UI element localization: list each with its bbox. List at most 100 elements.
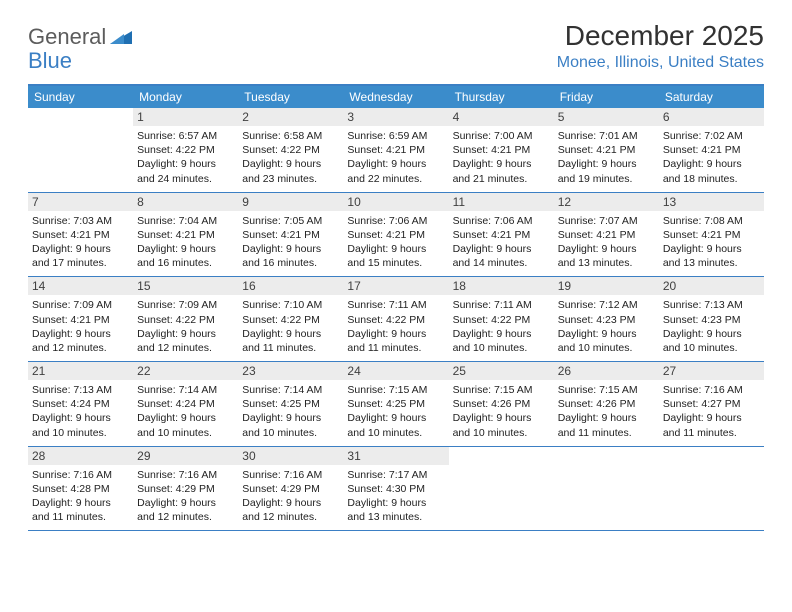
daylight-text: Daylight: 9 hours: [242, 327, 339, 341]
sunrise-text: Sunrise: 7:12 AM: [558, 298, 655, 312]
day-number: 23: [238, 362, 343, 380]
sunset-text: Sunset: 4:25 PM: [242, 397, 339, 411]
daylight-text: Daylight: 9 hours: [663, 327, 760, 341]
day-number: 10: [343, 193, 448, 211]
sunset-text: Sunset: 4:21 PM: [242, 228, 339, 242]
day-number: 2: [238, 108, 343, 126]
daylight-text-2: and 12 minutes.: [137, 341, 234, 355]
sunset-text: Sunset: 4:21 PM: [453, 143, 550, 157]
sunset-text: Sunset: 4:25 PM: [347, 397, 444, 411]
daylight-text: Daylight: 9 hours: [137, 496, 234, 510]
daylight-text-2: and 12 minutes.: [137, 510, 234, 524]
sunrise-text: Sunrise: 7:07 AM: [558, 214, 655, 228]
sunrise-text: Sunrise: 6:57 AM: [137, 129, 234, 143]
daylight-text-2: and 12 minutes.: [242, 510, 339, 524]
daylight-text: Daylight: 9 hours: [32, 411, 129, 425]
daylight-text: Daylight: 9 hours: [137, 157, 234, 171]
sunrise-text: Sunrise: 7:09 AM: [32, 298, 129, 312]
sunset-text: Sunset: 4:22 PM: [242, 143, 339, 157]
day-number: 6: [659, 108, 764, 126]
daylight-text: Daylight: 9 hours: [663, 242, 760, 256]
day-cell: 2Sunrise: 6:58 AMSunset: 4:22 PMDaylight…: [238, 108, 343, 192]
daylight-text-2: and 16 minutes.: [137, 256, 234, 270]
day-cell: 14Sunrise: 7:09 AMSunset: 4:21 PMDayligh…: [28, 277, 133, 361]
daylight-text-2: and 11 minutes.: [347, 341, 444, 355]
day-number: 7: [28, 193, 133, 211]
weeks-container: 1Sunrise: 6:57 AMSunset: 4:22 PMDaylight…: [28, 108, 764, 531]
day-number: 25: [449, 362, 554, 380]
day-number: 13: [659, 193, 764, 211]
day-number: 15: [133, 277, 238, 295]
sunrise-text: Sunrise: 7:15 AM: [453, 383, 550, 397]
day-number: 11: [449, 193, 554, 211]
sunset-text: Sunset: 4:26 PM: [558, 397, 655, 411]
day-cell: 27Sunrise: 7:16 AMSunset: 4:27 PMDayligh…: [659, 362, 764, 446]
brand-part1: General: [28, 24, 106, 49]
sunset-text: Sunset: 4:23 PM: [558, 313, 655, 327]
day-number: 8: [133, 193, 238, 211]
daylight-text: Daylight: 9 hours: [558, 327, 655, 341]
day-number: 24: [343, 362, 448, 380]
day-cell: 5Sunrise: 7:01 AMSunset: 4:21 PMDaylight…: [554, 108, 659, 192]
sunrise-text: Sunrise: 7:16 AM: [242, 468, 339, 482]
day-cell: 7Sunrise: 7:03 AMSunset: 4:21 PMDaylight…: [28, 193, 133, 277]
daylight-text-2: and 17 minutes.: [32, 256, 129, 270]
sunrise-text: Sunrise: 7:09 AM: [137, 298, 234, 312]
sunrise-text: Sunrise: 7:13 AM: [663, 298, 760, 312]
sunrise-text: Sunrise: 7:11 AM: [453, 298, 550, 312]
daylight-text-2: and 22 minutes.: [347, 172, 444, 186]
sunset-text: Sunset: 4:21 PM: [32, 228, 129, 242]
brand-logo: GeneralBlue: [28, 20, 132, 74]
sunrise-text: Sunrise: 7:10 AM: [242, 298, 339, 312]
sunrise-text: Sunrise: 7:16 AM: [663, 383, 760, 397]
day-cell: 10Sunrise: 7:06 AMSunset: 4:21 PMDayligh…: [343, 193, 448, 277]
day-cell-empty: [659, 447, 764, 531]
day-number: 12: [554, 193, 659, 211]
sunrise-text: Sunrise: 7:00 AM: [453, 129, 550, 143]
weekday-header: Thursday: [449, 86, 554, 108]
daylight-text: Daylight: 9 hours: [347, 327, 444, 341]
day-number: 1: [133, 108, 238, 126]
day-cell: 21Sunrise: 7:13 AMSunset: 4:24 PMDayligh…: [28, 362, 133, 446]
day-cell: 23Sunrise: 7:14 AMSunset: 4:25 PMDayligh…: [238, 362, 343, 446]
day-cell-empty: [554, 447, 659, 531]
daylight-text: Daylight: 9 hours: [242, 496, 339, 510]
sunset-text: Sunset: 4:22 PM: [347, 313, 444, 327]
weekday-header: Wednesday: [343, 86, 448, 108]
day-cell-empty: [449, 447, 554, 531]
daylight-text: Daylight: 9 hours: [32, 496, 129, 510]
sunrise-text: Sunrise: 7:05 AM: [242, 214, 339, 228]
title-block: December 2025 Monee, Illinois, United St…: [557, 20, 764, 72]
daylight-text-2: and 10 minutes.: [663, 341, 760, 355]
sunrise-text: Sunrise: 7:16 AM: [137, 468, 234, 482]
sunset-text: Sunset: 4:29 PM: [137, 482, 234, 496]
week-row: 28Sunrise: 7:16 AMSunset: 4:28 PMDayligh…: [28, 447, 764, 532]
day-cell: 1 Sunrise: 6:57 AMSunset: 4:22 PMDaylight…: [133, 108, 238, 192]
day-cell: 30Sunrise: 7:16 AMSunset: 4:29 PMDayligh…: [238, 447, 343, 531]
day-number: 17: [343, 277, 448, 295]
daylight-text: Daylight: 9 hours: [242, 242, 339, 256]
day-cell: 18Sunrise: 7:11 AMSunset: 4:22 PMDayligh…: [449, 277, 554, 361]
day-cell: 6Sunrise: 7:02 AMSunset: 4:21 PMDaylight…: [659, 108, 764, 192]
sunrise-text: Sunrise: 7:06 AM: [347, 214, 444, 228]
day-cell: 17Sunrise: 7:11 AMSunset: 4:22 PMDayligh…: [343, 277, 448, 361]
brand-part2: Blue: [28, 48, 132, 74]
sunset-text: Sunset: 4:27 PM: [663, 397, 760, 411]
day-number: 22: [133, 362, 238, 380]
sunset-text: Sunset: 4:22 PM: [137, 143, 234, 157]
daylight-text-2: and 11 minutes.: [242, 341, 339, 355]
sunrise-text: Sunrise: 7:03 AM: [32, 214, 129, 228]
daylight-text: Daylight: 9 hours: [242, 411, 339, 425]
day-number: 14: [28, 277, 133, 295]
daylight-text-2: and 21 minutes.: [453, 172, 550, 186]
sunrise-text: Sunrise: 6:59 AM: [347, 129, 444, 143]
day-number: 28: [28, 447, 133, 465]
daylight-text: Daylight: 9 hours: [453, 411, 550, 425]
day-cell: 13Sunrise: 7:08 AMSunset: 4:21 PMDayligh…: [659, 193, 764, 277]
sunrise-text: Sunrise: 7:16 AM: [32, 468, 129, 482]
sunset-text: Sunset: 4:21 PM: [137, 228, 234, 242]
day-cell: 25 Sunrise: 7:15 AMSunset: 4:26 PMDayligh…: [449, 362, 554, 446]
sunset-text: Sunset: 4:26 PM: [453, 397, 550, 411]
daylight-text-2: and 18 minutes.: [663, 172, 760, 186]
sunset-text: Sunset: 4:22 PM: [453, 313, 550, 327]
